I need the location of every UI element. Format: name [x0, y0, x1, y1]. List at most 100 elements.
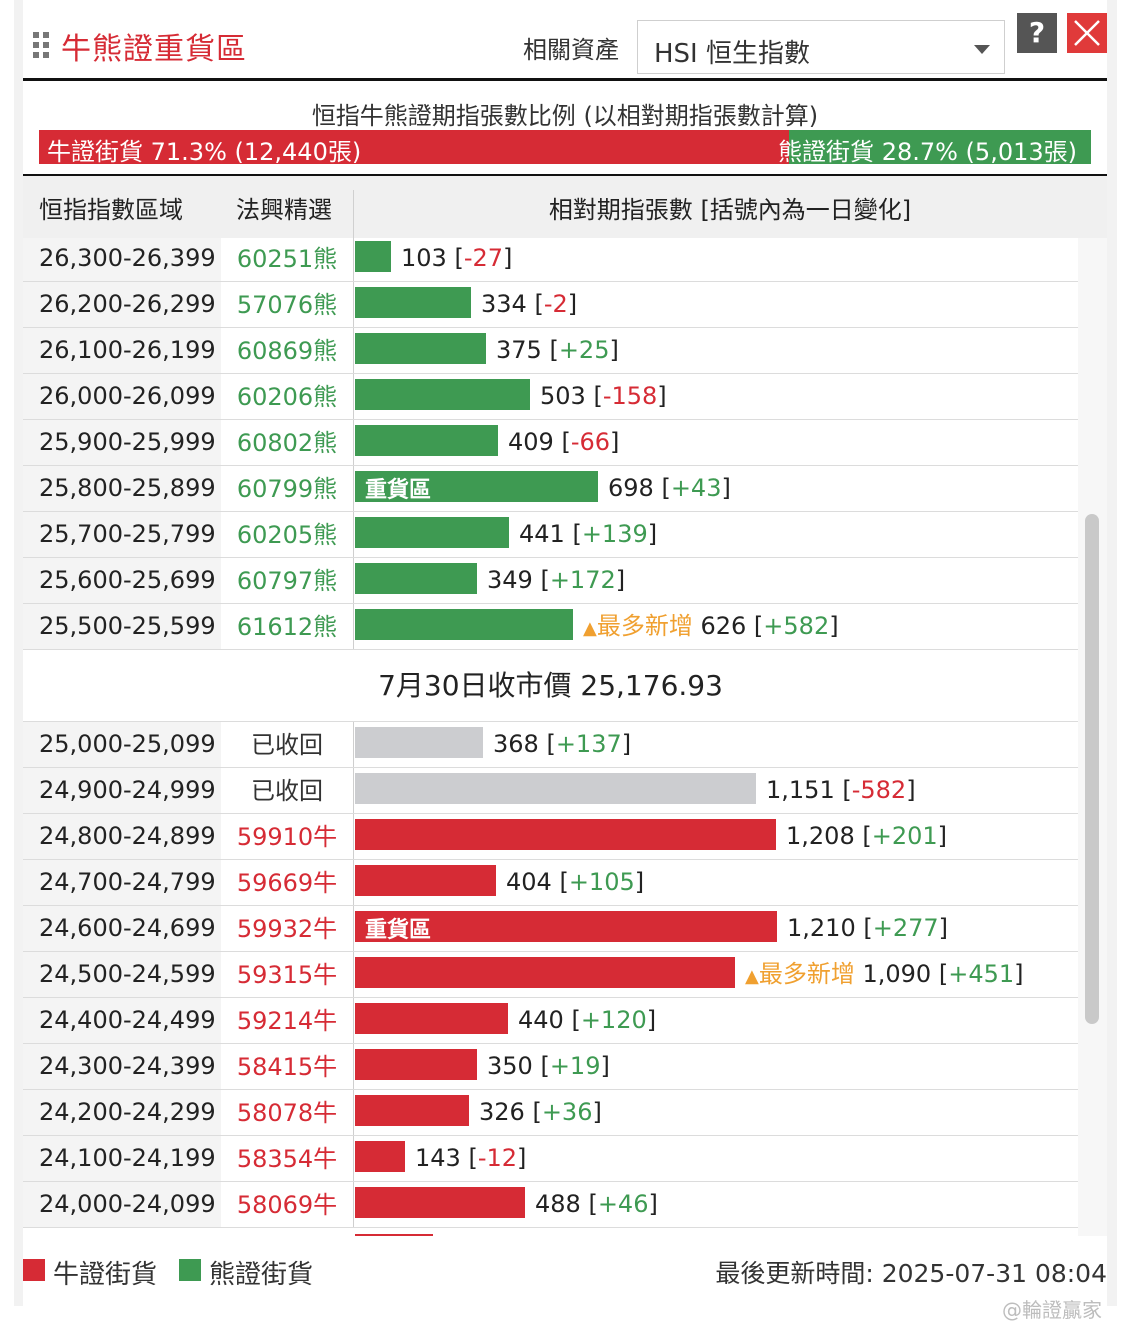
warrant-code-link[interactable]: 57076熊: [236, 291, 338, 319]
scrollbar-thumb[interactable]: [1085, 514, 1099, 1024]
warrant-code-link[interactable]: 61612熊: [236, 613, 338, 641]
column-divider: [353, 906, 354, 951]
most-added-tag: 最多新增: [758, 960, 863, 988]
contracts-bar: [355, 1095, 469, 1126]
warrant-code-link[interactable]: 60797熊: [236, 567, 338, 595]
triangle-up-icon: ▲: [745, 966, 759, 987]
table-row[interactable]: 25,700-25,799 60205熊 441 [+139]: [23, 512, 1078, 558]
column-divider: [353, 1044, 354, 1089]
table-row[interactable]: 24,100-24,199 58354牛 143 [-12]: [23, 1136, 1078, 1182]
table-row[interactable]: 24,500-24,599 59315牛 ▲最多新增 1,090 [+451]: [23, 952, 1078, 998]
daily-change: +25: [558, 336, 610, 364]
contracts-bar: [355, 1049, 477, 1080]
close-button[interactable]: [1067, 13, 1107, 53]
legend-bear-label: 熊證街貨: [209, 1260, 314, 1290]
column-divider: [353, 722, 354, 767]
warrant-code-link[interactable]: 60251熊: [236, 245, 338, 273]
warrant-code-link[interactable]: 60205熊: [236, 521, 338, 549]
warrant-code-link[interactable]: 60802熊: [236, 429, 338, 457]
contracts-bar: [355, 517, 509, 548]
heavy-zone-label: 重貨區: [365, 478, 432, 503]
warrant-code-link[interactable]: 60869熊: [236, 337, 338, 365]
table-row[interactable]: 25,000-25,099 已收回 368 [+137]: [23, 722, 1078, 768]
range-cell: 24,900-24,999: [23, 768, 221, 813]
scrollbar-track[interactable]: [1078, 238, 1107, 1236]
daily-change: +105: [568, 868, 635, 896]
daily-change: +201: [871, 822, 938, 850]
contracts-info: 326 [+36]: [479, 1098, 602, 1126]
range-cell: 24,500-24,599: [23, 952, 221, 997]
column-divider: [353, 512, 354, 557]
range-cell: 25,800-25,899: [23, 466, 221, 511]
contracts-info: 441 [+139]: [519, 520, 658, 548]
close-price-row: 7月30日收市價 25,176.93: [23, 650, 1078, 722]
daily-change: +120: [580, 1006, 647, 1034]
contracts-bar: [355, 1003, 508, 1034]
ratio-divider: [23, 174, 1107, 176]
warrant-code-link[interactable]: 60206熊: [236, 383, 338, 411]
table-row[interactable]: 24,700-24,799 59669牛 404 [+105]: [23, 860, 1078, 906]
warrant-code-link[interactable]: 58069牛: [236, 1191, 338, 1219]
widget-title: 牛熊證重貨區: [61, 32, 247, 67]
watermark-text: @輪證贏家: [1002, 1298, 1102, 1322]
contracts-info: 350 [+19]: [487, 1052, 610, 1080]
warrant-code-link[interactable]: 59669牛: [236, 869, 338, 897]
table-row[interactable]: 25,600-25,699 60797熊 349 [+172]: [23, 558, 1078, 604]
table-row[interactable]: 24,200-24,299 58078牛 326 [+36]: [23, 1090, 1078, 1136]
column-divider: [353, 282, 354, 327]
column-divider: [353, 420, 354, 465]
table-row[interactable]: 26,300-26,399 60251熊 103 [-27]: [23, 238, 1078, 282]
warrant-code-link[interactable]: 58415牛: [236, 1053, 338, 1081]
contracts-bar: [355, 1187, 525, 1218]
warrant-code-link[interactable]: 59214牛: [236, 1007, 338, 1035]
table-row[interactable]: 26,000-26,099 60206熊 503 [-158]: [23, 374, 1078, 420]
ratio-bull-label: 牛證街貨 71.3% (12,440張): [47, 138, 362, 166]
column-divider: [353, 998, 354, 1043]
triangle-up-icon: ▲: [583, 618, 597, 639]
warrant-code-link[interactable]: 58078牛: [236, 1099, 338, 1127]
contracts-info: 334 [-2]: [481, 290, 578, 318]
table-row[interactable]: 25,900-25,999 60802熊 409 [-66]: [23, 420, 1078, 466]
table-body[interactable]: 26,300-26,399 60251熊 103 [-27] 26,200-26,29…: [23, 238, 1078, 1236]
contracts-info: 368 [+137]: [493, 730, 632, 758]
daily-change: -158: [602, 382, 658, 410]
table-row[interactable]: 24,300-24,399 58415牛 350 [+19]: [23, 1044, 1078, 1090]
warrant-code-link[interactable]: 58354牛: [236, 1145, 338, 1173]
table-row[interactable]: 24,900-24,999 已收回 1,151 [-582]: [23, 768, 1078, 814]
daily-change: +172: [549, 566, 616, 594]
warrant-code-link[interactable]: 59315牛: [236, 961, 338, 989]
contracts-bar: [355, 865, 496, 896]
daily-change: -27: [463, 244, 504, 272]
help-button[interactable]: ?: [1017, 13, 1057, 53]
range-cell: 25,700-25,799: [23, 512, 221, 557]
table-row[interactable]: 24,000-24,099 58069牛 488 [+46]: [23, 1182, 1078, 1228]
ratio-bar: 牛證街貨 71.3% (12,440張) 熊證街貨 28.7% (5,013張): [39, 130, 1091, 166]
contracts-value: 1,090: [862, 960, 932, 988]
warrant-code-link[interactable]: 59910牛: [236, 823, 338, 851]
table-row[interactable]: 24,600-24,699 59932牛 重貨區 1,210 [+277]: [23, 906, 1078, 952]
table-row[interactable]: 26,200-26,299 57076熊 334 [-2]: [23, 282, 1078, 328]
contracts-bar: [355, 425, 498, 456]
range-cell: 25,600-25,699: [23, 558, 221, 603]
daily-change: +43: [670, 474, 722, 502]
column-divider: [353, 768, 354, 813]
contracts-value: 143: [415, 1144, 461, 1172]
ratio-title: 恒指牛熊證期指張數比例 (以相對期指張數計算): [311, 102, 819, 130]
contracts-info: 143 [-12]: [415, 1144, 527, 1172]
daily-change: -582: [851, 776, 907, 804]
table-row[interactable]: 25,500-25,599 61612熊 ▲最多新增 626 [+582]: [23, 604, 1078, 650]
table-row[interactable]: 24,400-24,499 59214牛 440 [+120]: [23, 998, 1078, 1044]
drag-handle-icon[interactable]: [33, 32, 53, 58]
table-row[interactable]: 24,800-24,899 59910牛 1,208 [+201]: [23, 814, 1078, 860]
range-cell: 25,900-25,999: [23, 420, 221, 465]
range-cell: 26,000-26,099: [23, 374, 221, 419]
daily-change: +451: [948, 960, 1015, 988]
table-row[interactable]: 25,800-25,899 60799熊 重貨區 698 [+43]: [23, 466, 1078, 512]
daily-change: +582: [763, 612, 830, 640]
warrant-code-link[interactable]: 59932牛: [236, 915, 338, 943]
table-row[interactable]: 26,100-26,199 60869熊 375 [+25]: [23, 328, 1078, 374]
contracts-bar: [355, 609, 573, 640]
warrant-code-link[interactable]: 60799熊: [236, 475, 338, 503]
asset-label: 相關資產: [523, 36, 619, 64]
asset-select[interactable]: HSI 恒生指數: [637, 20, 1005, 74]
